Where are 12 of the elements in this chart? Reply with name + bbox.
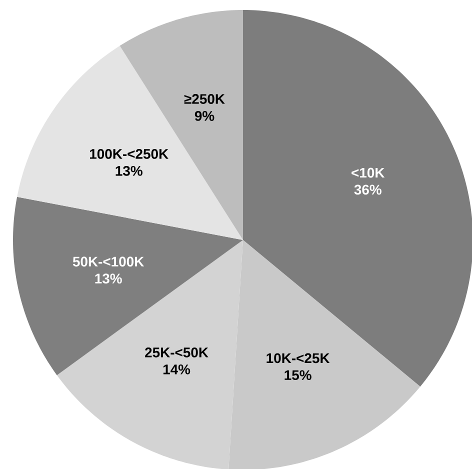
data-label: 9% <box>194 110 214 121</box>
slice-label: 100K-<250K <box>90 149 168 159</box>
slice-label: 50K-<100K <box>72 256 144 267</box>
data-label: 13% <box>116 166 142 176</box>
slice-label: ≥250K <box>184 94 225 104</box>
data-label: 14% <box>163 364 190 374</box>
data-label: 15% <box>284 370 312 380</box>
slice-label: 10K-<25K <box>266 353 330 364</box>
data-label: 13% <box>95 274 122 284</box>
slice-label: 25K-<50K <box>145 348 208 358</box>
data-label: 36% <box>354 184 382 195</box>
slice-label: <10K <box>352 168 385 178</box>
